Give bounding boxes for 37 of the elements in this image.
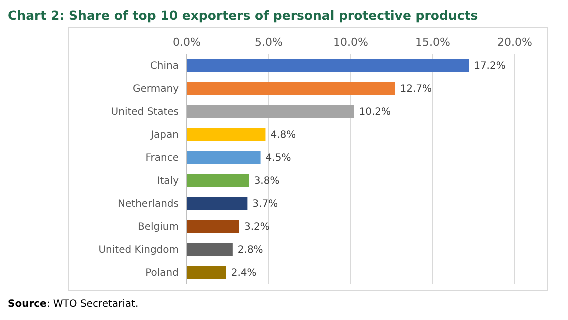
data-label: 4.8% [270,130,296,142]
y-tick-label: United States [111,107,179,118]
y-tick-label: Netherlands [118,199,179,210]
bar [187,151,261,164]
data-label: 2.8% [238,245,264,256]
data-label: 3.2% [244,222,270,234]
data-label: 4.5% [266,153,292,164]
y-tick-label: Germany [133,84,180,96]
y-tick-label: Belgium [138,222,179,234]
data-label: 17.2% [474,61,506,72]
data-label: 3.7% [252,199,278,210]
bar [187,197,248,210]
x-tick-label: 5.0% [255,36,283,49]
bar [187,128,266,142]
y-tick-label: United Kingdom [98,245,179,256]
chart-title: Chart 2: Share of top 10 exporters of personal protective products [8,8,480,23]
y-tick-label: France [146,153,179,164]
bar [187,220,240,234]
bar [187,59,470,72]
bar [187,82,396,96]
y-tick-label: Poland [146,268,179,280]
data-label: 2.4% [231,268,257,280]
data-label: 3.8% [254,176,280,188]
y-tick-label: China [150,61,179,72]
x-tick-label: 0.0% [173,36,201,49]
bar [187,243,233,256]
bar [187,105,354,118]
bar [187,266,226,280]
x-tick-label: 20.0% [498,36,532,49]
data-label: 10.2% [359,107,392,118]
y-tick-label: Japan [150,130,179,142]
x-tick-label: 10.0% [334,36,368,49]
y-tick-label: Italy [157,176,180,188]
data-label: 12.7% [400,84,432,96]
source-note: Source: WTO Secretariat. [8,299,139,310]
bar [187,174,250,188]
x-tick-label: 15.0% [416,36,450,49]
